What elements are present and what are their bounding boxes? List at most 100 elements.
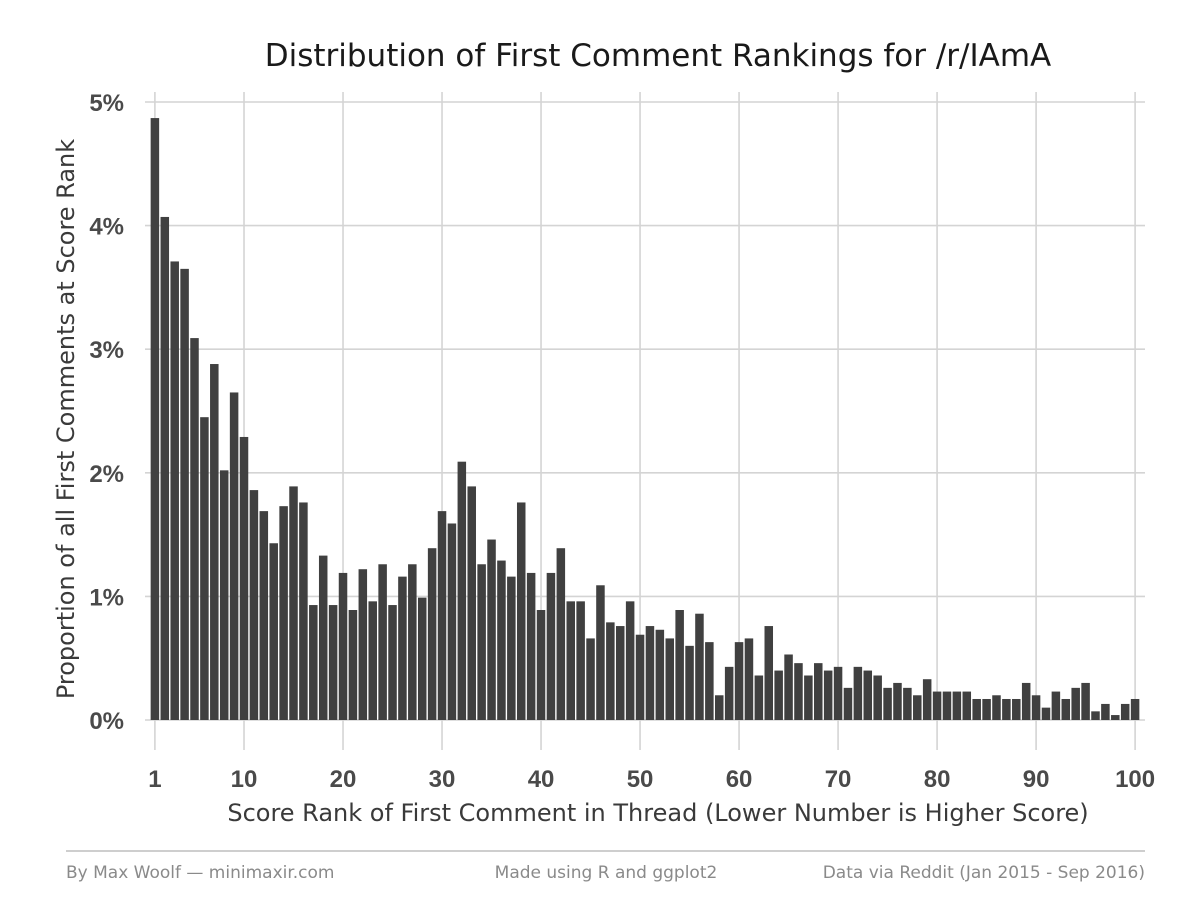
bar-rank-84	[972, 698, 981, 720]
bar-rank-77	[903, 687, 912, 720]
bar-rank-10	[239, 436, 249, 720]
bar-rank-32	[457, 461, 467, 720]
bar-rank-62	[754, 675, 764, 720]
bar-rank-54	[675, 610, 684, 720]
bar-rank-60	[734, 642, 744, 720]
bar-rank-64	[774, 670, 783, 720]
x-tick-label: 80	[924, 766, 951, 793]
bar-rank-71	[843, 687, 853, 720]
y-axis-title: Proportion of all First Comments at Scor…	[52, 139, 80, 699]
bar-rank-45	[586, 638, 595, 720]
bar-rank-19	[328, 605, 338, 720]
bar-rank-100	[1130, 698, 1140, 720]
bar-rank-87	[1002, 698, 1011, 720]
bar-rank-5	[190, 338, 199, 720]
x-axis-ticks: 1 10 20 30 40 50 60 70 80 90 100	[148, 766, 1155, 793]
bar-rank-44	[576, 601, 585, 720]
bar-rank-35	[487, 539, 496, 720]
bar-rank-95	[1081, 682, 1090, 720]
bar-rank-2	[160, 216, 170, 720]
bar-rank-16	[299, 502, 308, 720]
bar-rank-88	[1012, 698, 1021, 720]
bar-rank-9	[229, 392, 239, 720]
bar-rank-79	[922, 679, 932, 720]
bar-rank-65	[784, 654, 793, 720]
bar-rank-56	[695, 613, 704, 720]
bar-rank-53	[665, 638, 675, 720]
bar-rank-50	[635, 634, 645, 720]
bar-rank-78	[913, 695, 922, 720]
grid	[145, 92, 1145, 750]
bar-rank-63	[764, 626, 774, 720]
bar-rank-55	[685, 645, 694, 720]
bar-rank-4	[180, 268, 189, 720]
bar-rank-97	[1101, 703, 1110, 720]
bar-rank-3	[170, 261, 179, 720]
y-tick-label: 2%	[89, 461, 124, 488]
bar-rank-22	[358, 569, 368, 720]
bar-rank-17	[309, 605, 318, 720]
bar-rank-85	[982, 698, 991, 720]
bar-rank-91	[1041, 707, 1051, 720]
bar-rank-43	[566, 601, 575, 720]
bar-rank-24	[378, 564, 387, 720]
bar-rank-94	[1071, 687, 1080, 720]
bar-rank-30	[437, 511, 447, 720]
bar-rank-8	[219, 470, 229, 720]
footer-tools: Made using R and ggplot2	[495, 863, 718, 883]
bar-rank-11	[249, 490, 259, 720]
x-tick-label: 60	[726, 766, 753, 793]
bar-rank-80	[932, 691, 942, 720]
bar-rank-61	[744, 638, 754, 720]
x-tick-label: 1	[148, 766, 161, 793]
bar-rank-96	[1091, 711, 1100, 720]
bar-rank-93	[1061, 698, 1071, 720]
bar-rank-70	[833, 666, 843, 720]
bar-rank-69	[823, 670, 833, 720]
bar-rank-99	[1120, 703, 1130, 720]
x-tick-label: 90	[1023, 766, 1050, 793]
x-tick-label: 30	[429, 766, 456, 793]
bar-rank-25	[388, 605, 397, 720]
bar-rank-7	[210, 364, 219, 720]
bar-rank-28	[417, 597, 427, 720]
bar-rank-38	[516, 502, 526, 720]
bar-rank-48	[615, 626, 625, 720]
bar-rank-74	[873, 675, 882, 720]
bar-rank-18	[318, 555, 328, 720]
bar-rank-20	[338, 572, 348, 720]
x-tick-label: 100	[1115, 766, 1155, 793]
x-tick-label: 50	[627, 766, 654, 793]
bar-rank-58	[715, 695, 724, 720]
bar-rank-41	[546, 572, 556, 720]
bar-rank-89	[1021, 682, 1031, 720]
bar-rank-52	[655, 629, 665, 720]
bar-rank-82	[952, 691, 962, 720]
y-tick-label: 5%	[89, 90, 124, 117]
bar-rank-92	[1051, 691, 1061, 720]
y-axis-ticks: 0% 1% 2% 3% 4% 5%	[89, 90, 124, 735]
x-axis-title: Score Rank of First Comment in Thread (L…	[227, 799, 1088, 827]
bar-rank-36	[497, 560, 506, 720]
bar-rank-81	[942, 691, 952, 720]
bar-rank-15	[289, 486, 298, 720]
bar-rank-29	[427, 548, 437, 720]
bar-rank-90	[1031, 695, 1041, 720]
bar-rank-37	[507, 576, 516, 720]
x-tick-label: 10	[231, 766, 258, 793]
y-tick-label: 3%	[89, 337, 124, 364]
bar-rank-75	[883, 687, 892, 720]
bar-rank-47	[606, 622, 615, 720]
y-tick-label: 4%	[89, 214, 124, 241]
bar-rank-49	[625, 601, 635, 720]
x-tick-label: 70	[825, 766, 852, 793]
chart-title: Distribution of First Comment Rankings f…	[265, 38, 1052, 74]
bar-rank-12	[259, 511, 269, 720]
bar-rank-34	[477, 564, 486, 720]
bar-rank-57	[705, 642, 714, 720]
bar-rank-39	[526, 572, 536, 720]
bar-rank-23	[368, 601, 377, 720]
y-tick-label: 0%	[89, 708, 124, 735]
bar-rank-67	[804, 675, 813, 720]
